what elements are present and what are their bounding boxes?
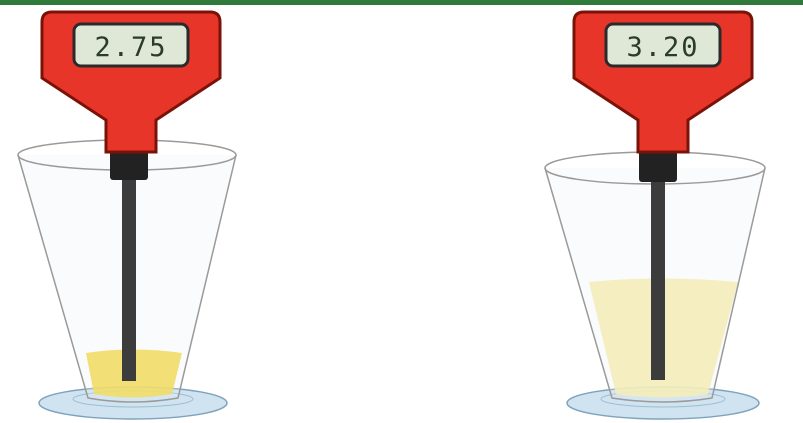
left-probe-collar [110, 150, 148, 180]
right-meter-display [604, 22, 722, 68]
right-meter-reading: 3.20 [626, 32, 699, 63]
left-meter-display [72, 22, 190, 68]
right-probe-collar [639, 150, 677, 182]
right-probe-stem [651, 180, 665, 380]
left-probe-stem [122, 178, 136, 381]
top-banner-strip [0, 0, 803, 5]
left-meter-reading: 2.75 [94, 32, 167, 63]
left-setup: 2.75 [17, 10, 237, 420]
right-setup: 3.20 [544, 10, 766, 420]
